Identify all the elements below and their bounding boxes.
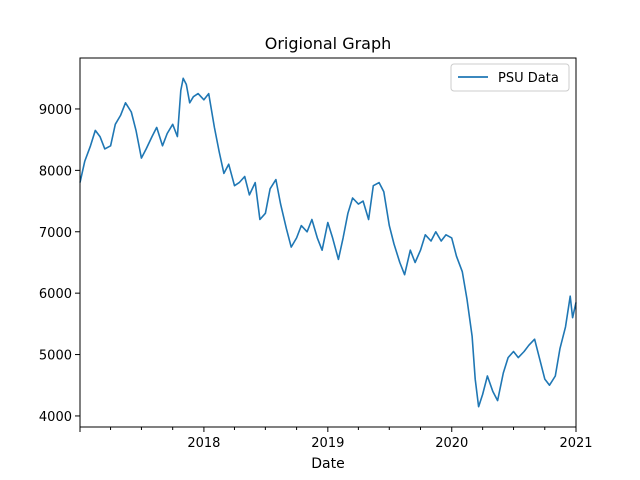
x-tick-label: 2020 — [435, 436, 468, 451]
x-axis-label: Date — [311, 456, 344, 472]
chart-title: Origional Graph — [265, 34, 392, 53]
y-tick-label: 6000 — [39, 287, 72, 302]
x-tick-label: 2021 — [559, 436, 592, 451]
axes-frame — [79, 57, 577, 428]
y-tick-label: 5000 — [39, 349, 72, 364]
x-tick-label: 2018 — [187, 436, 220, 451]
plot-area — [79, 77, 577, 408]
legend: PSU Data — [450, 63, 570, 92]
legend-box — [450, 63, 570, 92]
series-line-1 — [79, 77, 577, 408]
y-tick-label: 4000 — [39, 410, 72, 425]
x-tick-label: 2019 — [311, 436, 344, 451]
legend-entry-psu-data: PSU Data — [498, 71, 559, 86]
y-tick-label: 7000 — [39, 226, 72, 241]
y-tick-label: 8000 — [39, 164, 72, 179]
y-axis: 4000 5000 6000 7000 8000 9000 — [39, 103, 80, 425]
y-tick-label: 9000 — [39, 103, 72, 118]
